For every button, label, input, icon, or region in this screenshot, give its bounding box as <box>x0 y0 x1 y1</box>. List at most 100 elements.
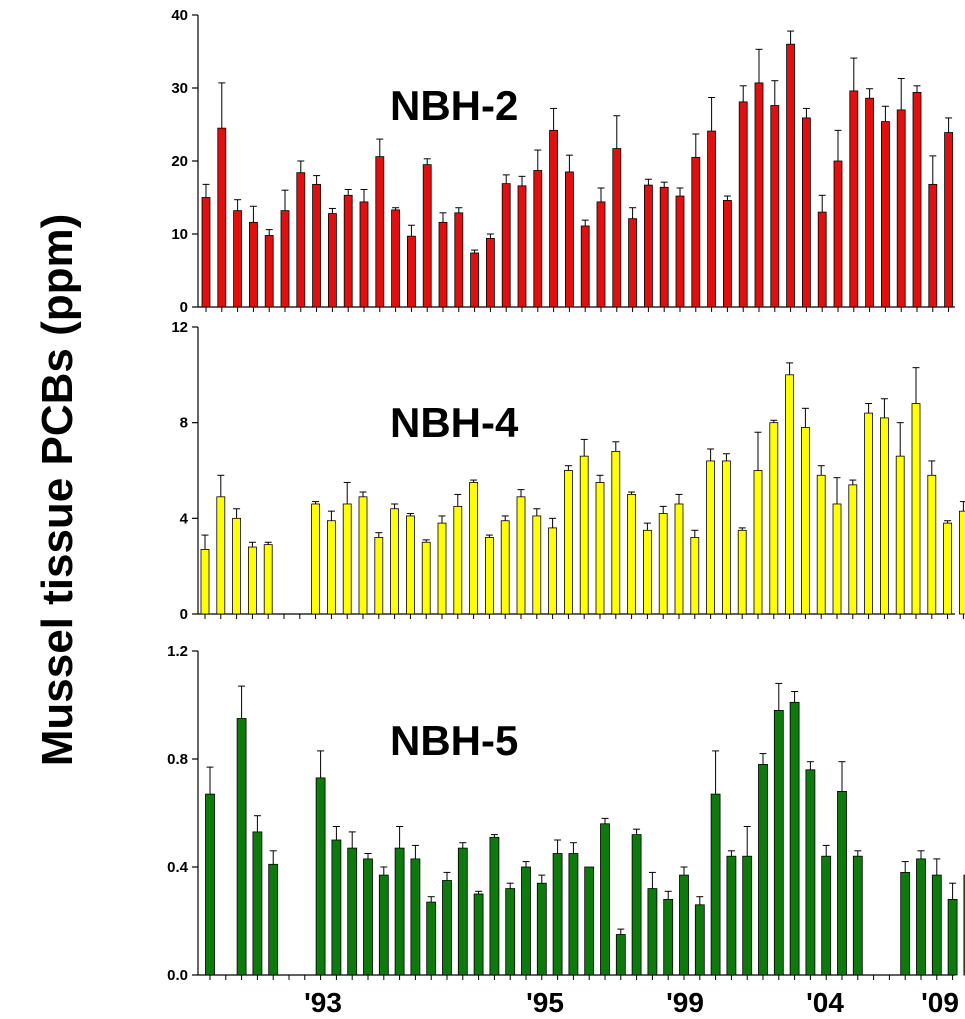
bar <box>710 793 721 976</box>
bar <box>706 460 715 615</box>
bar <box>568 853 579 976</box>
bar <box>217 127 227 308</box>
bar <box>690 537 700 615</box>
y-tick-label: 1.2 <box>167 643 188 660</box>
bar <box>707 130 716 308</box>
bar <box>252 831 263 976</box>
bar <box>864 412 873 615</box>
bar <box>236 718 247 976</box>
y-tick-label: 40 <box>171 7 188 24</box>
bar <box>516 496 526 615</box>
bar <box>500 520 510 615</box>
y-tick-label: 0.8 <box>167 751 188 768</box>
y-tick-label: 0.4 <box>167 859 189 876</box>
bar <box>659 186 669 308</box>
bar <box>900 872 911 976</box>
bar <box>738 101 748 308</box>
bar <box>691 156 701 308</box>
bar <box>801 427 810 615</box>
bar <box>315 777 326 976</box>
bar <box>722 460 731 615</box>
x-tick-label: '04 <box>806 987 844 1018</box>
bar <box>426 901 437 976</box>
bar <box>532 515 542 615</box>
bar <box>737 529 747 615</box>
y-tick-label: 0.0 <box>167 967 188 984</box>
bar <box>694 904 705 976</box>
bar <box>216 496 226 615</box>
bar <box>421 541 431 615</box>
bar <box>833 160 843 308</box>
bar <box>837 791 847 976</box>
bar <box>438 221 448 308</box>
bar <box>564 470 573 615</box>
bar <box>473 893 484 976</box>
bar <box>505 888 516 976</box>
bar <box>521 866 531 976</box>
bar <box>358 496 368 615</box>
bar <box>849 90 859 308</box>
bar <box>457 847 468 976</box>
bar <box>612 148 622 308</box>
panel-label: NBH-4 <box>390 399 519 446</box>
bar <box>233 210 243 308</box>
bar <box>675 195 685 308</box>
bar <box>405 515 415 615</box>
bar <box>533 170 543 308</box>
bar <box>327 213 337 308</box>
bar <box>454 212 464 308</box>
y-tick-label: 8 <box>180 415 188 432</box>
bar <box>312 183 322 308</box>
bar <box>248 221 258 308</box>
bar <box>489 836 500 976</box>
bar <box>200 549 210 615</box>
bar <box>205 793 215 976</box>
bar <box>758 764 768 976</box>
bar <box>548 527 557 615</box>
bar <box>347 847 358 976</box>
y-tick-label: 10 <box>171 226 188 243</box>
bar <box>679 874 689 976</box>
bar <box>896 109 906 308</box>
bar <box>600 823 610 976</box>
bar <box>769 422 779 615</box>
bar <box>375 156 385 308</box>
bar <box>817 211 827 308</box>
bar <box>517 185 527 308</box>
bar <box>865 97 874 308</box>
bar <box>326 520 336 615</box>
bar <box>895 455 905 615</box>
bar <box>437 522 447 615</box>
bar <box>880 417 889 615</box>
y-tick-label: 30 <box>171 80 188 97</box>
bar <box>912 91 922 308</box>
panel-nbh-5: 0.0 0.4 0.8 1.2 NBH-5 <box>167 643 965 984</box>
bar <box>201 197 211 308</box>
bar <box>280 210 290 308</box>
bar <box>359 201 369 308</box>
x-tick-label: '99 <box>666 987 704 1018</box>
bar <box>484 537 494 615</box>
bar <box>726 855 737 976</box>
bar <box>584 866 595 976</box>
bar <box>501 183 511 308</box>
bar <box>595 482 605 615</box>
bar <box>742 855 753 976</box>
bar <box>802 117 811 308</box>
bar <box>786 43 795 308</box>
bar <box>470 252 480 308</box>
bar <box>296 172 306 308</box>
bar <box>947 899 958 976</box>
y-tick-label: 4 <box>180 510 189 527</box>
bar <box>406 235 416 308</box>
bar <box>247 546 257 615</box>
bar <box>943 522 952 615</box>
bar <box>816 474 826 615</box>
y-tick-label: 20 <box>171 153 188 170</box>
bar <box>485 237 495 308</box>
bar <box>805 769 816 976</box>
panel-nbh-2: 0 10 20 30 40 NBH-2 <box>171 7 955 316</box>
bar <box>848 484 858 615</box>
bar <box>232 517 242 615</box>
